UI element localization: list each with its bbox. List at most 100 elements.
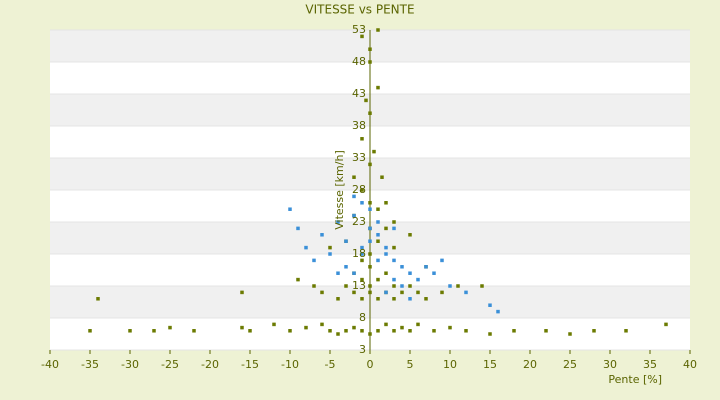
- point: [352, 325, 356, 330]
- point: [392, 220, 396, 224]
- x-tick-label: -15: [241, 358, 259, 371]
- y-tick-label: 43: [352, 87, 366, 100]
- point: [360, 188, 364, 192]
- point: [88, 329, 92, 333]
- point: [480, 284, 484, 288]
- point: [376, 239, 380, 243]
- point: [240, 325, 244, 330]
- x-tick-label: 35: [643, 358, 657, 371]
- point: [392, 277, 396, 282]
- point: [352, 290, 356, 295]
- point: [352, 194, 356, 199]
- point: [376, 277, 380, 282]
- point: [416, 290, 420, 295]
- point: [376, 85, 380, 90]
- point: [368, 284, 372, 288]
- x-tick-label: -5: [325, 358, 336, 371]
- point: [272, 322, 276, 327]
- point: [368, 252, 372, 256]
- point: [192, 329, 196, 333]
- point: [368, 162, 372, 167]
- point: [360, 245, 364, 250]
- point: [400, 265, 404, 269]
- point: [328, 252, 332, 256]
- point: [448, 325, 452, 330]
- point: [372, 149, 376, 154]
- point: [360, 277, 364, 282]
- point: [424, 297, 428, 301]
- x-axis-label: Pente [%]: [608, 373, 662, 386]
- point: [384, 322, 388, 327]
- point: [368, 239, 372, 243]
- point: [544, 329, 548, 333]
- point: [352, 175, 356, 179]
- point: [320, 322, 324, 327]
- point: [344, 239, 348, 243]
- point: [368, 201, 372, 205]
- x-tick-label: -20: [201, 358, 219, 371]
- point: [368, 111, 372, 115]
- point: [392, 226, 396, 231]
- point: [416, 322, 420, 327]
- point: [368, 226, 372, 231]
- point: [380, 175, 384, 179]
- point: [376, 28, 380, 32]
- point: [376, 329, 380, 333]
- point: [392, 329, 396, 333]
- x-tick-label: 30: [603, 358, 617, 371]
- x-tick-label: 5: [407, 358, 414, 371]
- point: [336, 220, 340, 224]
- point: [400, 284, 404, 288]
- point: [384, 290, 388, 295]
- point: [664, 322, 668, 327]
- point: [432, 271, 436, 275]
- point: [456, 284, 460, 288]
- point: [384, 201, 388, 205]
- point: [392, 258, 396, 263]
- point: [368, 290, 372, 295]
- point: [568, 332, 572, 336]
- x-tick-label: 40: [683, 358, 697, 371]
- point: [416, 277, 420, 282]
- point: [344, 265, 348, 269]
- point: [408, 284, 412, 288]
- point: [432, 329, 436, 333]
- point: [408, 297, 412, 301]
- point: [384, 245, 388, 250]
- point: [96, 297, 100, 301]
- point: [336, 271, 340, 275]
- point: [408, 271, 412, 275]
- point: [400, 290, 404, 295]
- point: [336, 332, 340, 336]
- point: [376, 233, 380, 237]
- point: [344, 329, 348, 333]
- y-tick-label: 13: [352, 279, 366, 292]
- point: [360, 329, 364, 333]
- y-tick-label: 28: [352, 183, 366, 196]
- y-tick-label: 33: [352, 151, 366, 164]
- point: [392, 297, 396, 301]
- point: [352, 213, 356, 218]
- point: [488, 332, 492, 336]
- point: [464, 290, 468, 295]
- point: [592, 329, 596, 333]
- point: [624, 329, 628, 333]
- point: [376, 258, 380, 263]
- point: [512, 329, 516, 333]
- point: [392, 284, 396, 288]
- point: [440, 258, 444, 263]
- x-tick-label: -40: [41, 358, 59, 371]
- point: [496, 309, 500, 314]
- y-tick-label: 8: [359, 311, 366, 324]
- x-tick-label: -25: [161, 358, 179, 371]
- point: [368, 332, 372, 336]
- point: [368, 47, 372, 51]
- point: [320, 233, 324, 237]
- x-tick-label: 25: [563, 358, 577, 371]
- point: [368, 207, 372, 211]
- point: [304, 325, 308, 330]
- point: [336, 297, 340, 301]
- point: [320, 290, 324, 295]
- y-tick-label: 23: [352, 215, 366, 228]
